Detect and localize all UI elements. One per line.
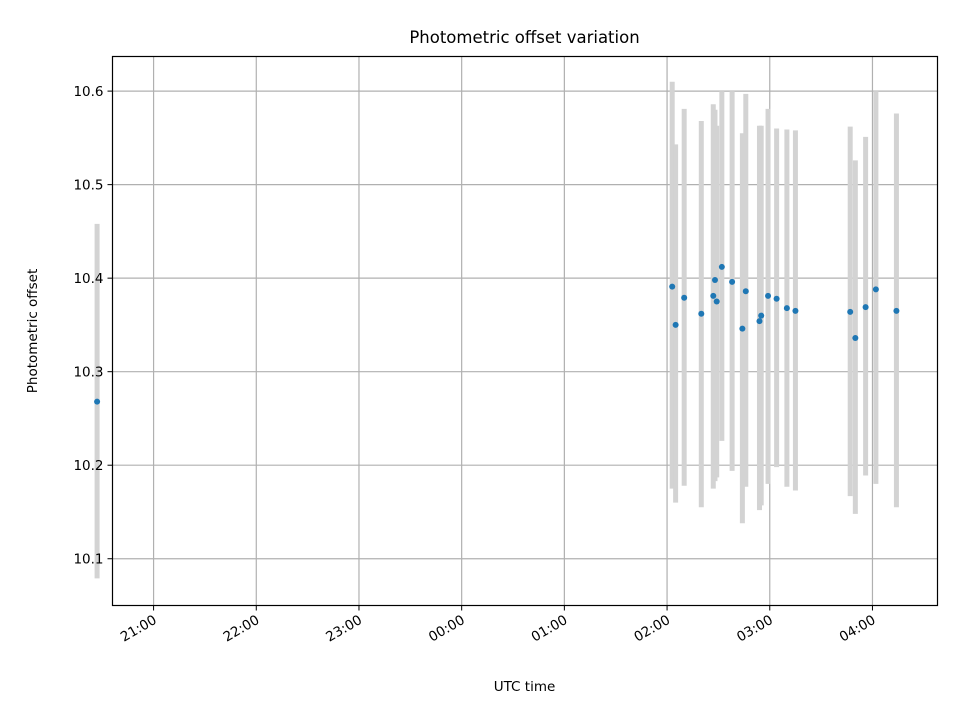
- data-point: [773, 295, 780, 302]
- data-point: [765, 292, 772, 299]
- y-tick-label: 10.2: [73, 458, 103, 474]
- y-tick-label: 10.4: [73, 271, 103, 287]
- data-point: [783, 305, 790, 312]
- data-point: [669, 283, 676, 290]
- x-tick-label: 21:00: [118, 612, 160, 645]
- y-tick-label: 10.5: [73, 178, 103, 194]
- data-point: [893, 307, 900, 314]
- data-point: [872, 286, 879, 293]
- data-point: [758, 312, 765, 319]
- data-point: [681, 294, 688, 301]
- chart-title: Photometric offset variation: [409, 28, 639, 47]
- data-point: [718, 263, 725, 270]
- data-points: [94, 263, 900, 405]
- x-axis-label: UTC time: [494, 679, 556, 695]
- error-bars: [94, 81, 899, 579]
- data-point: [729, 278, 736, 285]
- x-tick-label: 22:00: [221, 612, 263, 645]
- x-tick-label: 02:00: [631, 612, 673, 645]
- data-point: [94, 398, 101, 405]
- x-tick-label: 23:00: [323, 612, 365, 645]
- data-point: [852, 335, 859, 342]
- data-point: [713, 298, 720, 305]
- data-point: [739, 325, 746, 332]
- x-tick-label: 00:00: [426, 612, 468, 645]
- y-axis-ticks: 10.1 10.2 10.3 10.4 10.5 10.6: [73, 84, 113, 568]
- data-point: [711, 277, 718, 284]
- x-axis-ticks: 21:00 22:00 23:00 00:00 01:00 02:00 03:00 04:00: [118, 605, 879, 645]
- y-tick-label: 10.3: [73, 365, 103, 381]
- x-tick-label: 01:00: [529, 612, 571, 645]
- y-axis-label: Photometric offset: [25, 269, 41, 393]
- data-point: [756, 318, 763, 325]
- data-point: [742, 288, 749, 295]
- grid-lines: [112, 56, 938, 606]
- data-point: [847, 308, 854, 315]
- x-tick-label: 03:00: [734, 612, 776, 645]
- x-tick-label: 04:00: [837, 612, 879, 645]
- y-tick-label: 10.1: [73, 552, 103, 568]
- y-tick-label: 10.6: [73, 84, 103, 100]
- data-point: [698, 310, 705, 317]
- data-point: [710, 292, 717, 299]
- plot-frame: [111, 55, 939, 607]
- data-point: [862, 304, 869, 311]
- data-point: [672, 321, 679, 328]
- data-point: [792, 307, 799, 314]
